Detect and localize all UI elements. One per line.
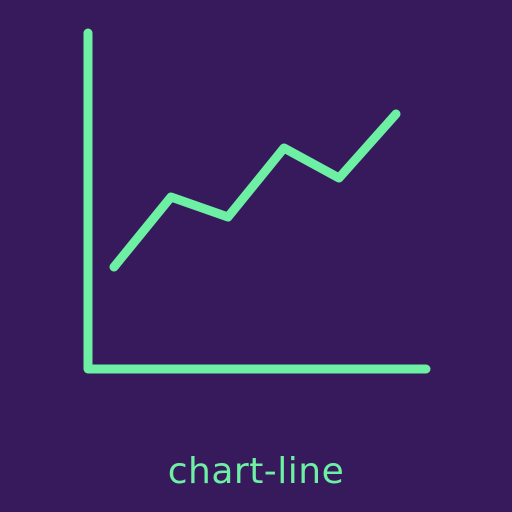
- chart-axes: [88, 33, 426, 369]
- chart-line-icon: [0, 0, 512, 440]
- icon-container: [0, 0, 512, 440]
- icon-caption: chart-line: [0, 448, 512, 496]
- chart-trend-line: [114, 114, 396, 267]
